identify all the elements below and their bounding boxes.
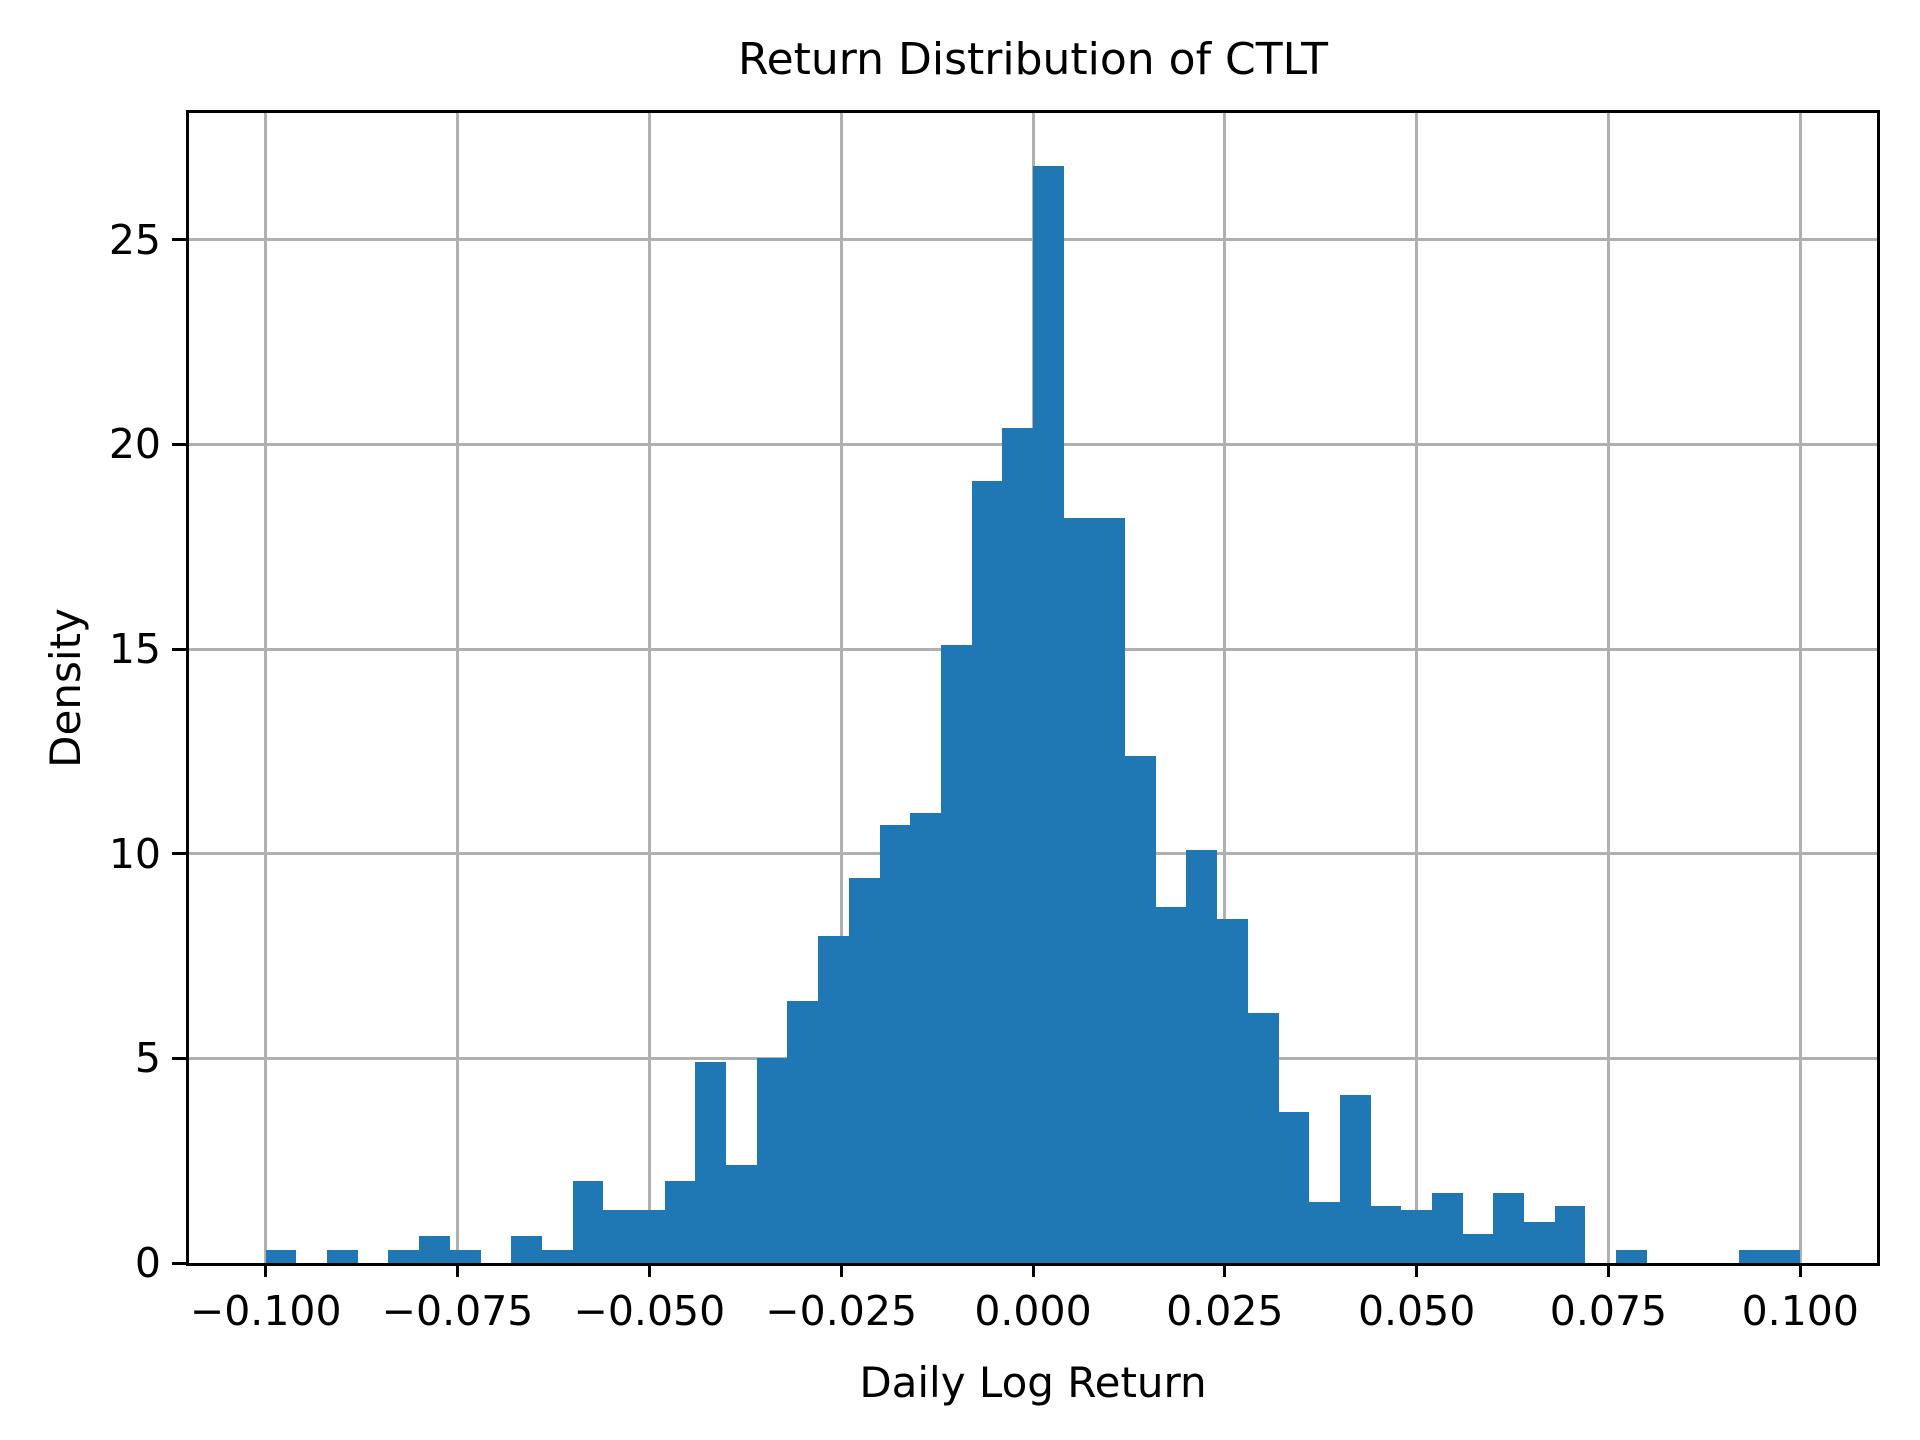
- histogram-bar: [818, 935, 849, 1263]
- x-tick-mark: [839, 1263, 843, 1277]
- histogram-bar: [1339, 1095, 1371, 1263]
- y-tick-label: 0: [134, 1239, 161, 1287]
- x-tick-mark: [1223, 1263, 1227, 1277]
- x-tick-label: −0.100: [189, 1287, 342, 1335]
- x-tick-mark: [1606, 1263, 1610, 1277]
- x-gridline: [264, 113, 268, 1263]
- histogram-bar: [695, 1062, 727, 1263]
- histogram-bar: [1217, 919, 1248, 1263]
- histogram-bar: [634, 1209, 665, 1263]
- plot-area: [186, 110, 1880, 1266]
- x-gridline: [647, 113, 651, 1263]
- x-tick-label: 0.100: [1741, 1287, 1859, 1335]
- x-gridline: [456, 113, 460, 1263]
- x-gridline: [1606, 113, 1610, 1263]
- histogram-bar: [572, 1181, 604, 1263]
- y-tick-mark: [172, 1261, 186, 1265]
- y-tick-label: 25: [108, 215, 161, 264]
- y-axis-label: Density: [41, 608, 90, 768]
- histogram-bar: [1063, 518, 1095, 1263]
- histogram-bar: [449, 1249, 481, 1263]
- x-tick-mark: [264, 1263, 268, 1277]
- histogram-bar: [664, 1181, 696, 1263]
- x-tick-mark: [1798, 1263, 1802, 1277]
- histogram-bar: [1002, 428, 1033, 1263]
- y-tick-mark: [172, 442, 186, 446]
- histogram-bar: [1033, 166, 1064, 1263]
- x-tick-label: 0.000: [974, 1287, 1092, 1335]
- y-tick-label: 15: [108, 625, 161, 674]
- histogram-bar: [879, 825, 911, 1263]
- x-tick-label: −0.075: [381, 1287, 534, 1335]
- x-tick-mark: [1031, 1263, 1035, 1277]
- histogram-bar: [1309, 1201, 1340, 1263]
- histogram-bar: [910, 812, 941, 1263]
- histogram-bar: [1278, 1111, 1310, 1263]
- x-tick-mark: [647, 1263, 651, 1277]
- y-tick-label: 10: [108, 829, 161, 878]
- x-tick-label: 0.075: [1549, 1287, 1668, 1335]
- x-tick-mark: [456, 1263, 460, 1277]
- x-tick-label: −0.025: [765, 1287, 918, 1335]
- histogram-bar: [848, 878, 880, 1263]
- x-tick-label: 0.025: [1166, 1287, 1284, 1335]
- histogram-bar: [327, 1249, 358, 1263]
- y-tick-label: 20: [108, 420, 161, 469]
- histogram-bar: [1125, 755, 1156, 1263]
- histogram-bar: [1186, 849, 1218, 1263]
- histogram-bar: [1462, 1234, 1494, 1263]
- x-axis-label: Daily Log Return: [859, 1358, 1207, 1407]
- x-gridline: [839, 113, 843, 1263]
- histogram-bar: [1524, 1222, 1555, 1263]
- x-gridline: [1415, 113, 1419, 1263]
- histogram-bar: [787, 1001, 819, 1263]
- bars-layer: [189, 113, 1877, 1263]
- histogram-bar: [1616, 1249, 1647, 1263]
- histogram-bar: [603, 1209, 634, 1263]
- histogram-bar: [756, 1058, 788, 1263]
- x-gridline: [1798, 113, 1802, 1263]
- y-tick-mark: [172, 852, 186, 856]
- histogram-bar: [511, 1236, 542, 1263]
- histogram-bar: [726, 1164, 757, 1263]
- histogram-bar: [1769, 1249, 1801, 1263]
- histogram-bar: [419, 1236, 450, 1263]
- chart-title: Return Distribution of CTLT: [737, 34, 1328, 85]
- histogram-bar: [265, 1249, 297, 1263]
- histogram-bar: [1401, 1209, 1432, 1263]
- y-tick-mark: [172, 1056, 186, 1060]
- axes-layer: Daily Log Return Density −0.100 −0.075 −0.…: [41, 113, 1877, 1407]
- x-gridline: [1223, 113, 1227, 1263]
- histogram-bar: [1155, 906, 1187, 1263]
- x-tick-label: 0.050: [1357, 1287, 1476, 1335]
- histogram-bar: [971, 481, 1003, 1263]
- histogram-bar: [940, 645, 972, 1263]
- histogram-bar: [541, 1249, 573, 1263]
- x-tick-label: −0.050: [573, 1287, 726, 1335]
- x-tick-mark: [1415, 1263, 1419, 1277]
- y-tick-mark: [172, 647, 186, 651]
- histogram-bar: [1247, 1013, 1279, 1263]
- histogram-bar: [1370, 1205, 1402, 1263]
- histogram-bar: [1431, 1193, 1463, 1263]
- histogram-bar: [1094, 518, 1126, 1263]
- histogram-bar: [388, 1249, 420, 1263]
- histogram-bar: [1554, 1205, 1586, 1263]
- y-tick-mark: [172, 238, 186, 242]
- histogram-bar: [1738, 1249, 1770, 1263]
- histogram-bar: [1493, 1193, 1525, 1263]
- y-tick-label: 5: [134, 1034, 161, 1083]
